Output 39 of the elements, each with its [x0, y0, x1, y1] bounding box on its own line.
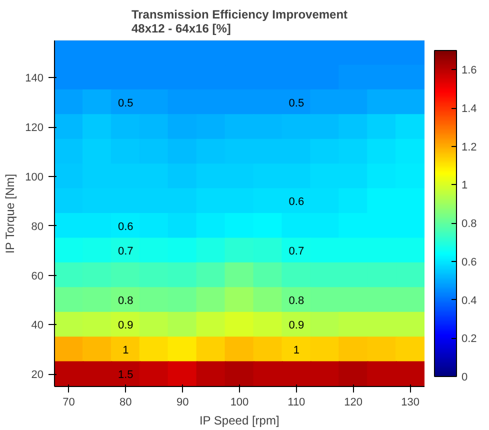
color-bar-label: 1.6 — [462, 64, 477, 77]
annotation: 0.8 — [118, 295, 134, 307]
x-tick-label: 130 — [401, 396, 420, 408]
annotation: 0.5 — [118, 97, 134, 110]
x-tick-label: 80 — [120, 396, 132, 408]
x-tick-label: 110 — [288, 396, 306, 408]
annotation: 0.9 — [288, 320, 304, 332]
x-axis-title: IP Speed [rpm] — [199, 414, 280, 428]
annotation: 0.7 — [288, 246, 304, 258]
y-tick-label: 140 — [25, 72, 44, 85]
color-bar-label: 0.4 — [462, 294, 477, 307]
color-bar-label: 0.6 — [462, 256, 477, 268]
x-tick-label: 100 — [230, 396, 249, 408]
y-tick-label: 20 — [31, 369, 44, 382]
y-tick-label: 60 — [31, 270, 44, 282]
x-tick-label: 90 — [176, 396, 189, 408]
annotation: 1.5 — [118, 369, 134, 382]
y-tick-label: 120 — [25, 122, 44, 134]
annotation: 0.7 — [118, 246, 134, 258]
annotation: 0.6 — [288, 196, 304, 208]
annotation: 0.6 — [118, 220, 134, 233]
x-tick-label: 70 — [62, 396, 75, 408]
y-axis-title: IP Torque [Nm] — [3, 174, 18, 254]
color-bar-label: 1.2 — [462, 141, 477, 154]
annotation: 0.8 — [288, 295, 304, 307]
y-tick-label: 100 — [25, 171, 44, 184]
annotation: 0.5 — [288, 97, 304, 110]
annotation: 1 — [293, 344, 300, 356]
color-bar-label: 0 — [462, 372, 468, 384]
x-tick-label: 120 — [344, 396, 363, 408]
color-bar-label: 0.8 — [462, 218, 477, 230]
color-bar-label: 0.2 — [462, 333, 477, 346]
chart-title: Transmission Efficiency Improvement 48x12 - 64x16 [%] — [131, 8, 348, 36]
annotation: 1 — [122, 344, 129, 356]
y-tick-label: 40 — [31, 320, 44, 332]
color-bar-label: 1 — [462, 180, 468, 192]
annotation: 0.9 — [118, 320, 134, 332]
color-bar-label: 1.4 — [462, 103, 477, 116]
y-tick-label: 80 — [31, 220, 44, 233]
